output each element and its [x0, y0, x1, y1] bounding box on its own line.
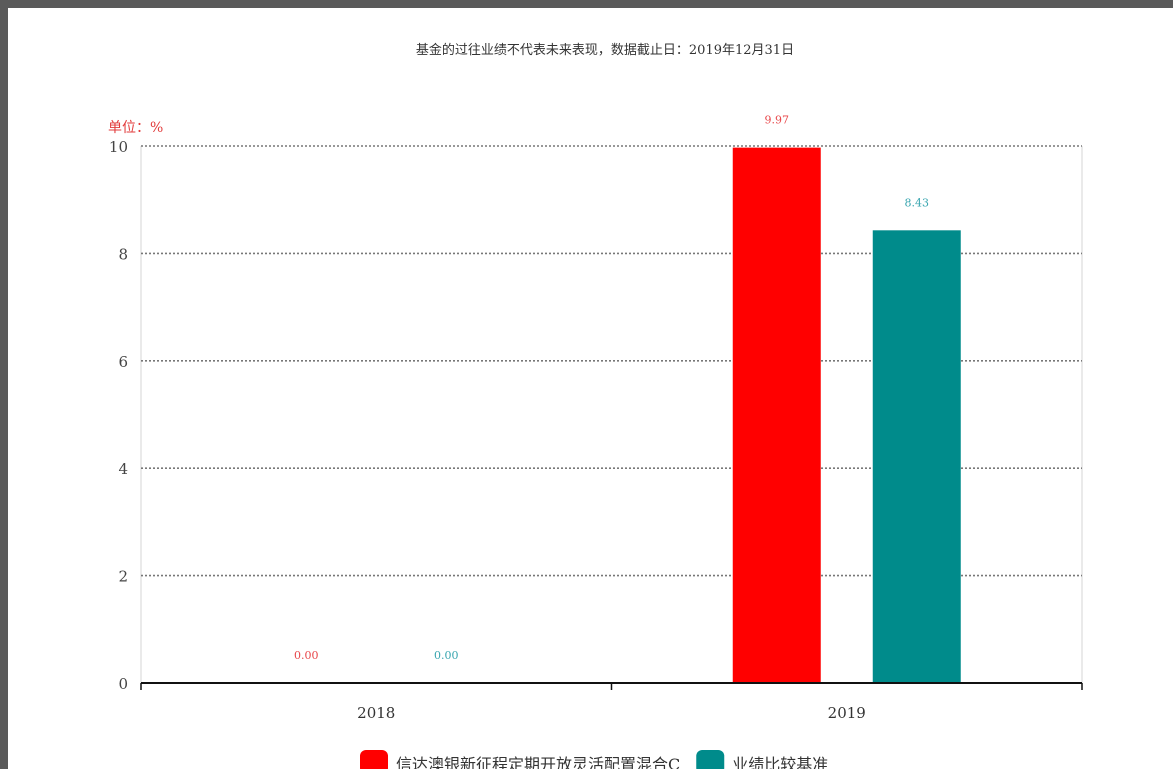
- x-category-label: 2018: [357, 704, 395, 722]
- bars: [732, 147, 961, 684]
- bar-value-label: 0.00: [434, 649, 459, 662]
- legend-label: 业绩比较基准: [732, 755, 828, 769]
- bar-value-label: 0.00: [294, 649, 319, 662]
- legend: 信达澳银新征程定期开放灵活配置混合C 业绩比较基准: [360, 750, 828, 769]
- bar-value-label: 9.97: [765, 114, 790, 127]
- bar: [732, 147, 821, 684]
- y-axis: 0 2 4 6 8 10: [109, 138, 128, 693]
- unit-label: 单位：%: [108, 120, 163, 136]
- x-axis: 2018 2019: [140, 682, 1083, 722]
- disclaimer-note: 基金的过往业绩不代表未来表现，数据截止日：2019年12月31日: [416, 42, 794, 58]
- y-tick-label: 10: [109, 138, 128, 156]
- y-tick-label: 6: [118, 353, 128, 371]
- y-tick-label: 2: [118, 568, 128, 586]
- legend-swatch: [360, 750, 388, 769]
- y-tick-label: 0: [118, 675, 128, 693]
- bar-value-label: 8.43: [905, 196, 930, 209]
- bar: [872, 230, 961, 683]
- y-tick-label: 8: [118, 245, 128, 263]
- x-category-label: 2019: [828, 704, 866, 722]
- y-tick-label: 4: [118, 460, 128, 478]
- legend-swatch: [696, 750, 725, 769]
- value-labels: 0.00 0.00 9.97 8.43: [294, 114, 929, 662]
- legend-label: 信达澳银新征程定期开放灵活配置混合C: [396, 755, 680, 769]
